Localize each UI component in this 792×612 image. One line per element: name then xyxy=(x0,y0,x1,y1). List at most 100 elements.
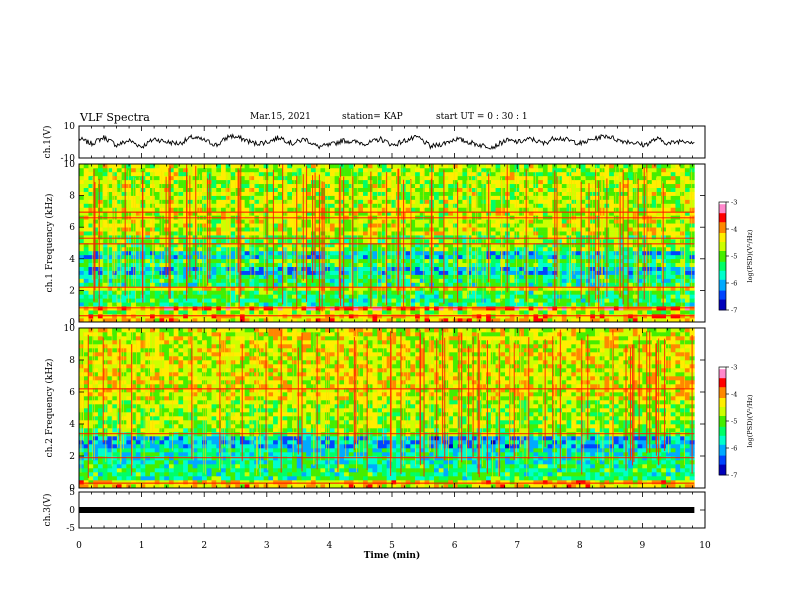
spectrogram-cell xyxy=(164,195,170,200)
spectrogram-cell xyxy=(249,262,255,267)
spectrogram-cell xyxy=(675,294,681,299)
spectrogram-cell xyxy=(363,243,369,248)
spectrogram-cell xyxy=(230,183,236,188)
spectrogram-cell xyxy=(135,298,141,303)
spectrogram-cell xyxy=(542,191,548,196)
spectrogram-cell xyxy=(680,258,686,264)
spectrogram-cell xyxy=(225,262,231,267)
spectrogram-cell xyxy=(538,199,544,204)
spectrogram-cell xyxy=(154,246,160,252)
spectrogram-cell xyxy=(651,219,657,224)
spectrogram-cell xyxy=(183,274,189,279)
spectrogram-cell xyxy=(609,310,615,315)
spectrogram-cell xyxy=(154,207,160,212)
spectrogram-cell xyxy=(557,235,563,240)
spectrogram-cell xyxy=(244,286,250,291)
spectrogram-cell xyxy=(145,294,151,299)
spectrogram-cell xyxy=(329,290,335,295)
spectrogram-cell xyxy=(566,262,572,267)
spectrogram-cell xyxy=(225,179,231,185)
spectrogram-cell xyxy=(116,318,122,323)
spectrogram-cell xyxy=(145,219,151,224)
spectrogram-cell xyxy=(83,310,89,315)
spectrogram-cell xyxy=(381,270,387,275)
spectrogram-cell xyxy=(334,294,340,299)
spectrogram-cell xyxy=(452,243,458,248)
spectrogram-cell xyxy=(145,318,151,323)
spectrogram-cell xyxy=(310,191,316,196)
spectrogram-cell xyxy=(457,183,463,188)
spectrogram-cell xyxy=(623,203,629,208)
spectrogram-cell xyxy=(353,250,359,256)
spectrogram-cell xyxy=(230,211,236,216)
spectrogram-cell xyxy=(438,254,444,260)
spectrogram-cell xyxy=(689,278,695,283)
spectrogram-cell xyxy=(334,191,340,196)
spectrogram-cell xyxy=(410,191,416,196)
spectrogram-cell xyxy=(344,278,350,283)
spectrogram-cell xyxy=(580,231,586,236)
spectrogram-cell xyxy=(353,179,359,185)
spectrogram-cell xyxy=(381,195,387,200)
spectrogram-cell xyxy=(462,243,468,248)
spectrogram-cell xyxy=(329,294,335,299)
spectrogram-cell xyxy=(116,191,122,196)
spectrogram-cell xyxy=(434,302,440,307)
spectrogram-cell xyxy=(476,179,482,185)
spectrogram-cell xyxy=(358,199,364,204)
spectrogram-cell xyxy=(83,262,89,267)
spectrogram-cell xyxy=(381,243,387,248)
spectrogram-cell xyxy=(187,318,193,323)
spectrogram-cell xyxy=(244,250,250,256)
spectrogram-cell xyxy=(519,270,525,275)
spectrogram-cell xyxy=(287,223,293,228)
spectrogram-cell xyxy=(344,179,350,185)
spectrogram-cell xyxy=(325,302,331,307)
spectrogram-cell xyxy=(249,219,255,224)
spectrogram-cell xyxy=(542,270,548,275)
spectrogram-cell xyxy=(656,254,662,260)
spectrogram-cell xyxy=(632,243,638,248)
spectrogram-cell xyxy=(386,298,392,303)
spectrogram-cell xyxy=(353,171,359,177)
spectrogram-cell xyxy=(580,262,586,267)
spectrogram-cell xyxy=(244,302,250,307)
spectrogram-cell xyxy=(462,211,468,216)
spectrogram-cell xyxy=(187,227,193,232)
spectrogram-cell xyxy=(566,318,572,323)
spectrogram-cell xyxy=(576,294,582,299)
spectrogram-cell xyxy=(263,302,269,307)
spectrogram-cell xyxy=(202,310,208,315)
spectrogram-cell xyxy=(405,171,411,177)
spectrogram-cell xyxy=(202,207,208,212)
spectrogram-cell xyxy=(490,290,496,295)
spectrogram-cell xyxy=(353,262,359,267)
spectrogram-cell xyxy=(216,270,222,275)
spectrogram-cell xyxy=(642,254,648,260)
spectrogram-cell xyxy=(93,219,99,224)
spectrogram-cell xyxy=(102,250,108,256)
spectrogram-cell xyxy=(126,262,132,267)
spectrogram-cell xyxy=(542,187,548,192)
spectrogram-cell xyxy=(377,298,383,303)
spectrogram-cell xyxy=(150,318,156,323)
spectrogram-cell xyxy=(561,278,567,283)
spectrogram-cell xyxy=(102,246,108,252)
spectrogram-cell xyxy=(344,250,350,256)
spectrogram-cell xyxy=(443,219,449,224)
spectrogram-cell xyxy=(618,235,624,240)
spectrogram-cell xyxy=(656,274,662,279)
spectrogram-cell xyxy=(438,270,444,275)
spectrogram-cell xyxy=(197,310,203,315)
spectrogram-cell xyxy=(107,286,113,291)
spectrogram-cell xyxy=(637,294,643,299)
spectrogram-cell xyxy=(424,243,430,248)
spectrogram-cell xyxy=(618,250,624,256)
spectrogram-cell xyxy=(500,318,506,323)
spectrogram-cell xyxy=(187,191,193,196)
spectrogram-cell xyxy=(168,183,174,188)
spectrogram-cell xyxy=(239,270,245,275)
spectrogram-cell xyxy=(154,274,160,279)
spectrogram-cell xyxy=(263,274,269,279)
spectrogram-cell xyxy=(632,254,638,260)
